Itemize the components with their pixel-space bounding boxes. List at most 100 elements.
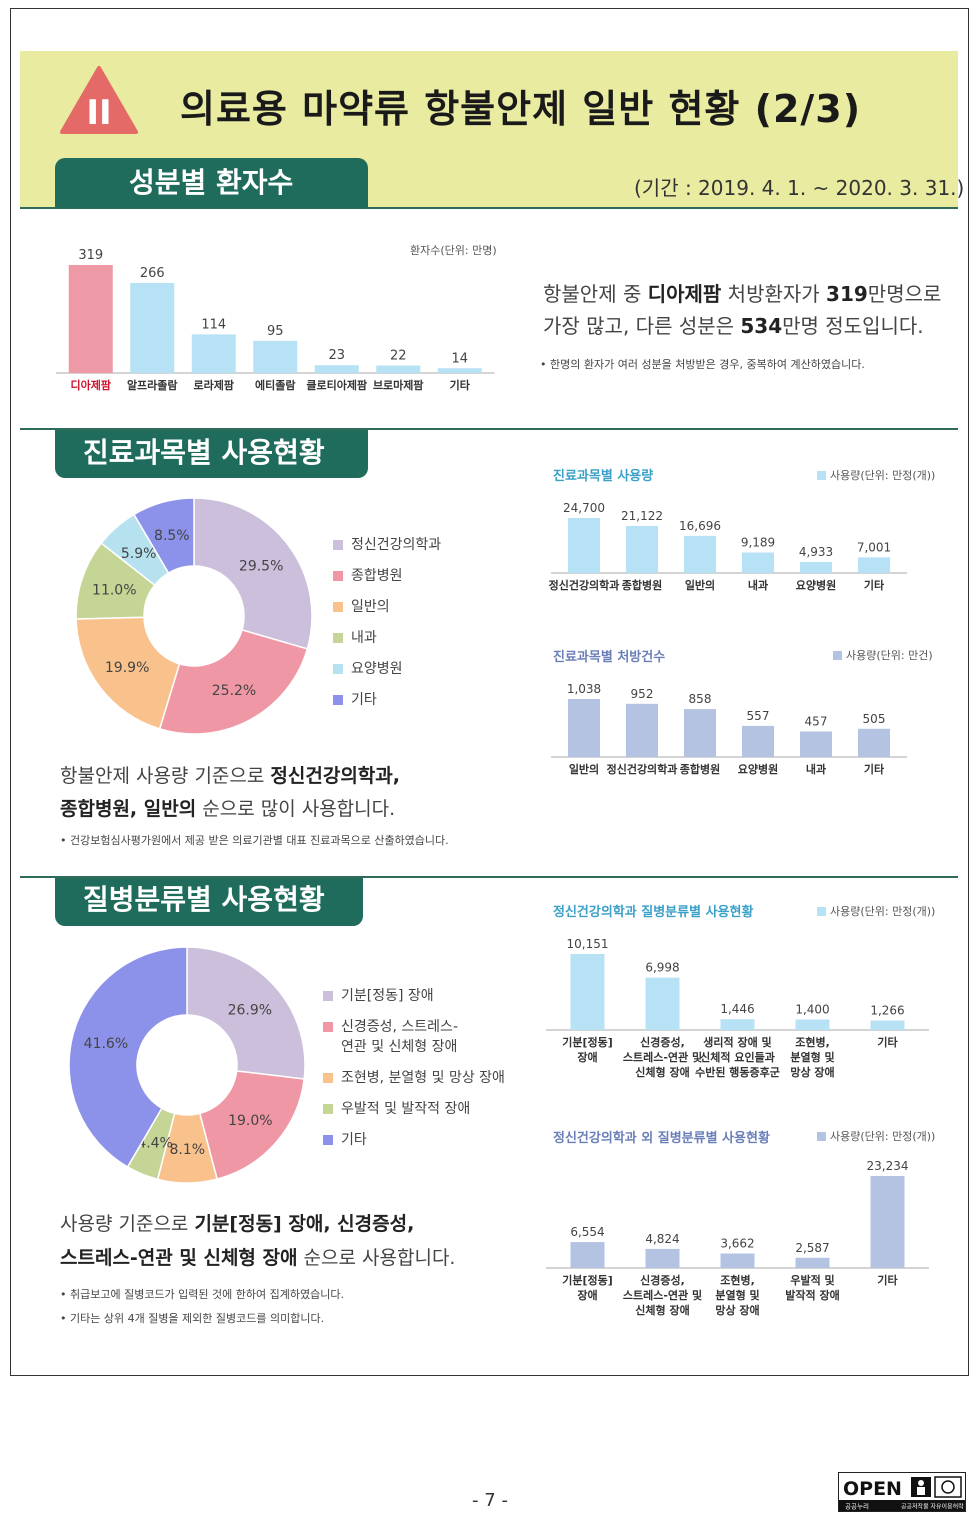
category-label: 정신건강의학과	[549, 578, 620, 592]
slice-percent-label: 11.0%	[92, 583, 136, 599]
category-label: 장애	[577, 1288, 597, 1302]
pie-slice	[75, 616, 181, 730]
category-label: 신경증성,	[640, 1273, 685, 1287]
bar	[626, 703, 658, 757]
department-rx-bar-chart: 1,038 일반의 952 정신건강의학과 858 종합병원 557 요양병원 457 내과 505…	[551, 682, 907, 776]
department-pie-chart: 29.5% 25.2% 19.9% 11.0% 5.9% 8.5%	[75, 497, 313, 735]
bar-value-label: 10,151	[567, 937, 609, 951]
category-label: 신체형 장애	[635, 1065, 689, 1079]
slice-percent-label: 8.5%	[154, 528, 190, 544]
category-label: 분열형 및	[790, 1050, 834, 1064]
legend-item: 우발적 및 발작적 장애	[323, 1099, 505, 1119]
bar	[130, 282, 175, 373]
section-tab-patients: 성분별 환자수	[55, 158, 368, 208]
bar	[742, 725, 774, 757]
pie-slice	[186, 946, 306, 1080]
bar	[253, 340, 298, 373]
department-usage-unit: 사용량(단위: 만정(개))	[817, 467, 935, 483]
bar-value-label: 14	[451, 351, 468, 366]
bar	[720, 1253, 755, 1268]
legend-item: 조현병, 분열형 및 망상 장애	[323, 1068, 505, 1088]
page-number: - 7 -	[472, 1490, 508, 1511]
mh-disease-title: 정신건강의학과 질병분류별 사용현황	[553, 905, 754, 920]
patients-bar-chart: 319 디아제팜 266 알프라졸람 114 로라제팜 95 에티졸람 23 클로티아제팜 22 브로…	[56, 248, 495, 392]
bar-value-label: 6,998	[645, 961, 679, 975]
bar-value-label: 3,662	[720, 1236, 754, 1250]
slice-percent-label: 19.0%	[228, 1113, 272, 1129]
roman-numeral-badge: II	[60, 66, 138, 134]
roman-numeral: II	[86, 93, 111, 133]
bar	[858, 728, 890, 757]
category-label: 로라제팜	[194, 378, 234, 392]
bar	[626, 525, 658, 573]
category-label: 신체형 장애	[635, 1303, 689, 1317]
category-label: 클로티아제팜	[306, 378, 367, 392]
category-label: 기타	[877, 1035, 898, 1049]
category-label: 일반의	[685, 578, 715, 592]
legend-swatch	[323, 1104, 333, 1114]
disease-pie-chart: 26.9% 19.0% 8.1%4.4% 41.6%	[68, 946, 306, 1184]
department-rx-title: 진료과목별 처방건수	[553, 650, 666, 665]
bar	[437, 368, 482, 373]
category-label: 기분[정동]	[562, 1273, 613, 1287]
bar-value-label: 557	[747, 709, 770, 723]
legend-swatch	[333, 540, 343, 550]
legend-label: 우발적 및 발작적 장애	[341, 1101, 471, 1117]
bar	[742, 552, 774, 573]
bar-value-label: 4,824	[645, 1232, 679, 1246]
slice-percent-label: 29.5%	[239, 559, 283, 575]
bar-value-label: 858	[689, 692, 712, 706]
bar-value-label: 1,446	[720, 1002, 754, 1016]
ogl-sub1: 공공누리	[845, 1502, 869, 1511]
disease-note-1: • 취급보고에 질병코드가 입력된 것에 한하여 집계하였습니다.	[60, 1288, 344, 1301]
slice-percent-label: 8.1%	[169, 1142, 205, 1158]
pie-slice	[68, 946, 188, 1168]
category-label: 우발적 및	[790, 1273, 834, 1287]
bar	[720, 1019, 755, 1030]
bar-value-label: 505	[863, 712, 886, 726]
legend-label: 신경증성, 스트레스-	[341, 1019, 458, 1035]
section-divider-2	[20, 876, 958, 878]
department-note: • 건강보험심사평가원에서 제공 받은 의료기관별 대표 진료과목으로 산출하였…	[60, 834, 449, 847]
bar-value-label: 22	[390, 349, 407, 364]
bar-value-label: 23	[328, 348, 345, 363]
mh-disease-unit: 사용량(단위: 만정(개))	[817, 903, 935, 919]
category-label: 기타	[877, 1273, 898, 1287]
category-label: 신체적 요인들과	[700, 1050, 775, 1064]
bar	[870, 1020, 905, 1030]
bar	[645, 1248, 680, 1268]
bar-value-label: 2,587	[795, 1241, 829, 1255]
legend-label: 정신건강의학과	[351, 537, 442, 553]
category-label: 스트레스-연관 및	[623, 1288, 702, 1302]
category-label: 기분[정동]	[562, 1035, 613, 1049]
bar-value-label: 1,266	[870, 1004, 904, 1018]
bar-value-label: 6,554	[570, 1225, 604, 1239]
category-label: 종합병원	[622, 578, 662, 592]
category-label: 일반의	[569, 762, 599, 776]
category-label: 내과	[806, 762, 826, 776]
legend-swatch	[323, 991, 333, 1001]
section-tab-department: 진료과목별 사용현황	[55, 430, 368, 478]
slice-percent-label: 26.9%	[228, 1002, 272, 1018]
disease-legend: 기분[정동] 장애 신경증성, 스트레스- 연관 및 신체형 장애 조현병, 분열형 …	[323, 986, 505, 1161]
page-frame	[10, 8, 969, 1376]
category-label: 망상 장애	[790, 1065, 834, 1079]
patients-description: 항불안제 중 디아제팜 처방환자가 319만명으로 가장 많고, 다른 성분은 …	[543, 282, 942, 338]
bar-value-label: 4,933	[799, 545, 833, 559]
legend-swatch	[333, 602, 343, 612]
period-label: (기간 : 2019. 4. 1. ~ 2020. 3. 31.)	[634, 176, 965, 200]
bar-value-label: 1,400	[795, 1003, 829, 1017]
category-label: 조현병,	[720, 1273, 755, 1287]
category-label: 조현병,	[795, 1035, 830, 1049]
legend-item: 기타	[333, 690, 441, 710]
category-label: 망상 장애	[715, 1303, 759, 1317]
category-label: 기타	[864, 578, 885, 592]
ogl-open-text: OPEN	[843, 1478, 902, 1500]
bar	[800, 731, 832, 757]
bar	[795, 1019, 830, 1030]
legend-label: 일반의	[351, 599, 390, 615]
category-label: 내과	[748, 578, 768, 592]
pie-slice	[193, 497, 313, 650]
bar	[684, 535, 716, 573]
